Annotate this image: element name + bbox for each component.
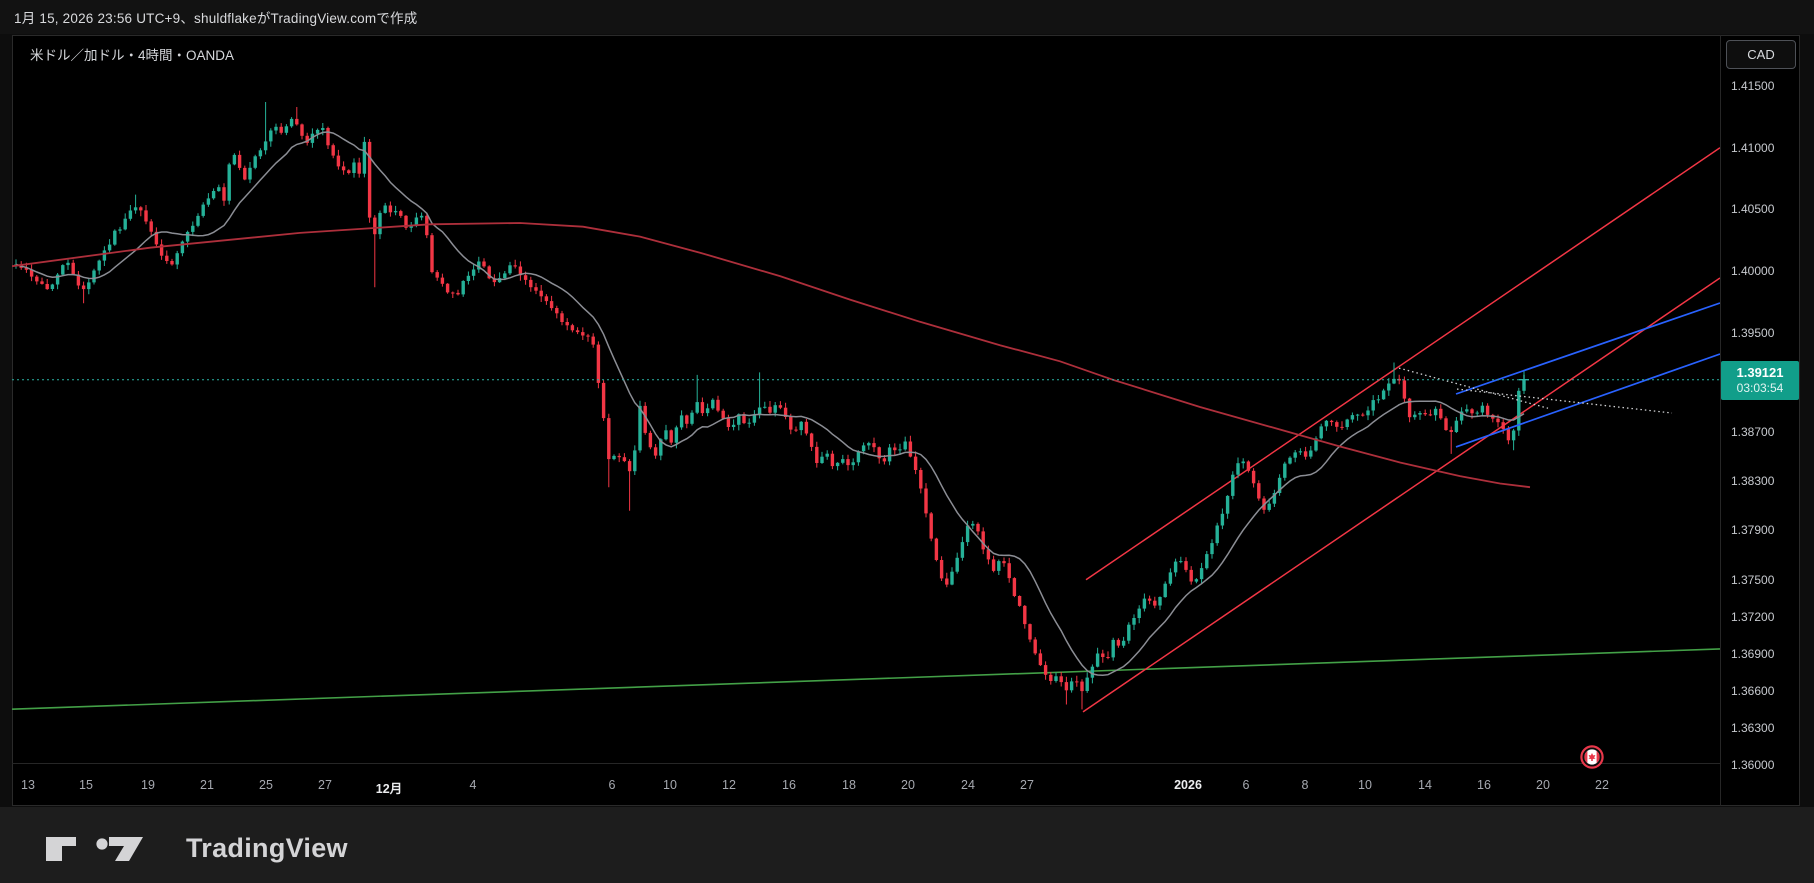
blue-channel-lower <box>1455 353 1720 448</box>
price-axis-label: 1.37200 <box>1731 609 1775 624</box>
price-axis-label: 1.41000 <box>1731 140 1775 155</box>
price-line-marker <box>1519 374 1529 385</box>
time-axis-label: 27 <box>1020 778 1034 792</box>
time-axis-label: 12月 <box>375 782 403 796</box>
time-axis-label: 10 <box>663 778 677 792</box>
red-moving-average <box>12 222 1531 489</box>
gray-moving-average <box>15 131 1525 677</box>
price-axis-separator <box>1720 35 1721 806</box>
tradingview-logo[interactable]: TradingView <box>46 833 348 864</box>
time-axis-label: 25 <box>259 778 273 792</box>
time-axis-label: 8 <box>1301 778 1309 792</box>
price-axis-label: 1.40500 <box>1731 202 1775 217</box>
bar-countdown: 03:03:54 <box>1736 380 1784 395</box>
white-dotted-wedge-lower <box>1456 388 1673 414</box>
price-axis-label: 1.36000 <box>1731 757 1775 772</box>
time-axis-label: 6 <box>1242 778 1250 792</box>
time-axis-label: 2026 <box>1174 778 1202 792</box>
time-axis-label: 16 <box>1477 778 1491 792</box>
time-axis-label: 18 <box>842 778 856 792</box>
white-dotted-wedge-upper <box>1398 367 1549 409</box>
pink-channel-upper <box>1085 147 1720 581</box>
time-axis-label: 10 <box>1358 778 1372 792</box>
time-axis-label: 14 <box>1418 778 1432 792</box>
price-axis-label: 1.38700 <box>1731 424 1775 439</box>
time-axis-label: 22 <box>1595 778 1609 792</box>
last-price-value: 1.39121 <box>1736 364 1784 380</box>
last-price-badge: 1.39121 03:03:54 <box>1721 360 1799 400</box>
symbol-title: 米ドル／加ドル・4時間・OANDA <box>30 48 235 63</box>
attribution-bar: 1月 15, 2026 23:56 UTC+9、shuldflakeがTradi… <box>0 0 1814 34</box>
price-axis-label: 1.41500 <box>1731 79 1775 93</box>
price-axis-label: 1.36300 <box>1731 720 1775 735</box>
price-axis[interactable]: 1.41500 1.41000 1.40500 1.40000 1.39500 1.387… <box>1721 35 1800 806</box>
time-axis-separator <box>12 763 1720 764</box>
price-axis-label: 1.37900 <box>1731 523 1775 538</box>
candlestick-chart-canvas[interactable] <box>12 35 1720 763</box>
price-axis-label: 1.38300 <box>1731 474 1775 489</box>
time-axis-label: 19 <box>141 778 155 792</box>
price-axis-label: 1.36600 <box>1731 683 1775 698</box>
time-axis-label: 12 <box>722 778 736 792</box>
bottom-bar: TradingView <box>0 807 1814 883</box>
time-axis-label: 24 <box>961 778 975 792</box>
time-axis-label: 20 <box>901 778 915 792</box>
time-axis-label: 20 <box>1536 778 1550 792</box>
time-axis-label: 16 <box>782 778 796 792</box>
time-axis-label: 4 <box>469 778 477 792</box>
pink-channel-lower <box>1082 277 1720 713</box>
time-axis-label: 13 <box>21 778 35 792</box>
price-axis-label: 1.37500 <box>1731 572 1775 587</box>
tradingview-logo-text: TradingView <box>186 833 348 863</box>
price-axis-label: 1.39500 <box>1731 325 1775 340</box>
tradingview-logo-icon <box>46 836 143 861</box>
time-axis[interactable]: 13 15 19 21 25 27 12月 4 6 10 12 16 18 20 24 27 2026 6 8 10 1… <box>12 764 1720 806</box>
price-axis-label: 1.36900 <box>1731 646 1775 661</box>
time-axis-label: 15 <box>79 778 93 792</box>
time-axis-label: 6 <box>608 778 616 792</box>
green-support-line <box>12 648 1720 710</box>
canada-flag-icon[interactable] <box>1579 744 1605 770</box>
attribution-text: 1月 15, 2026 23:56 UTC+9、shuldflakeがTradi… <box>14 11 418 26</box>
time-axis-label: 21 <box>200 778 214 792</box>
price-axis-label: 1.40000 <box>1731 264 1775 279</box>
time-axis-label: 27 <box>318 778 332 792</box>
currency-toggle-button[interactable]: CAD <box>1726 40 1796 69</box>
up-wicks <box>15 102 1525 693</box>
blue-channel-upper <box>1455 302 1720 395</box>
candles-group <box>14 102 1526 710</box>
